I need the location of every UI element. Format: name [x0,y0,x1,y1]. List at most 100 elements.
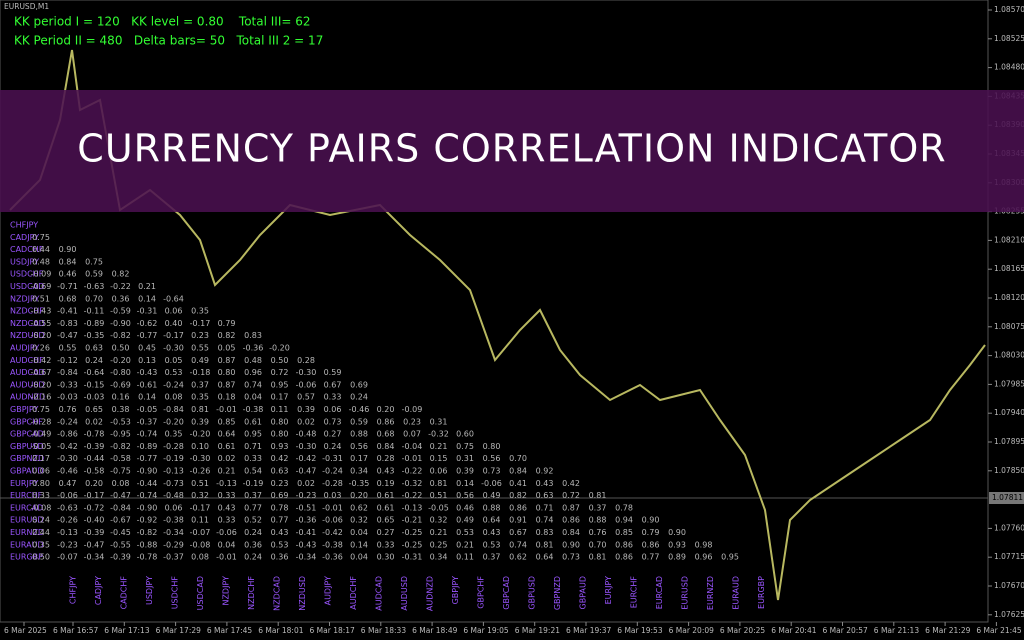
correlation-value: 0.90 [668,528,686,537]
correlation-value: -0.31 [322,454,343,463]
correlation-value: -0.25 [402,528,423,537]
correlation-value: -0.45 [110,528,131,537]
correlation-value: 0.78 [271,503,289,512]
correlation-value: -0.32 [428,430,449,439]
correlation-value: 0.81 [191,405,209,414]
correlation-value: 0.17 [350,454,368,463]
correlation-value: 0.39 [297,405,315,414]
correlation-value: -0.37 [137,417,158,426]
row-label: USDCHF [10,270,44,279]
correlation-value: -0.06 [322,516,343,525]
row-label: EURJPY [10,479,38,488]
plot-frame [0,0,989,623]
column-label: CHFJPY [69,576,78,604]
correlation-value: 0.13 [138,356,156,365]
correlation-value: -0.82 [110,331,131,340]
correlation-value: -0.72 [84,503,105,512]
correlation-value: 0.43 [271,528,289,537]
correlation-value: 0.65 [85,405,103,414]
correlation-value: 0.79 [642,528,660,537]
correlation-value: 0.24 [244,553,262,562]
correlation-value: 0.32 [191,491,209,500]
correlation-value: 0.67 [509,528,527,537]
correlation-value: 0.74 [244,380,262,389]
correlation-value: 0.86 [642,540,660,549]
time-label: 6 Mar 21:45 [976,626,1022,635]
correlation-value: 0.04 [244,393,262,402]
correlation-value: 0.63 [271,467,289,476]
correlation-value: 0.93 [668,540,686,549]
correlation-value: 0.53 [483,540,501,549]
correlation-value: -0.92 [137,516,158,525]
current-price: 1.07811 [992,493,1023,502]
correlation-value: 0.23 [403,417,421,426]
correlation-value: 0.51 [191,479,209,488]
correlation-value: 0.21 [218,467,236,476]
correlation-value: 0.95 [721,553,739,562]
correlation-value: -0.48 [163,491,184,500]
column-label: NZDCHF [247,576,256,610]
correlation-value: -0.39 [84,442,105,451]
correlation-value: -0.38 [163,516,184,525]
correlation-value: 0.71 [536,503,554,512]
correlation-value: 0.03 [324,491,342,500]
correlation-value: 0.14 [350,540,368,549]
correlation-value: -0.22 [110,282,131,291]
correlation-value: 0.06 [32,467,50,476]
correlation-value: 0.14 [138,393,156,402]
correlation-value: 0.51 [32,294,50,303]
correlation-value: 0.32 [430,516,448,525]
correlation-value: 0.90 [59,245,77,254]
correlation-value: 0.37 [589,503,607,512]
correlation-value: 0.23 [191,331,209,340]
correlation-value: 0.24 [324,442,342,451]
row-label: EURCAD [10,503,43,512]
correlation-value: 0.73 [483,467,501,476]
correlation-value: 0.48 [32,257,50,266]
time-label: 6 Mar 19:05 [463,626,509,635]
row-label: NZDCHF [10,307,44,316]
correlation-value: 0.51 [430,491,448,500]
correlation-value: 0.08 [165,393,183,402]
correlation-value: 0.70 [509,454,527,463]
correlation-value: 0.79 [218,319,236,328]
correlation-value: -0.89 [84,319,105,328]
time-label: 6 Mar 2025 [4,626,47,635]
row-label: USDCAD [10,282,44,291]
correlation-value: 0.23 [271,479,289,488]
correlation-value: -0.84 [163,405,184,414]
correlation-value: 0.34 [430,553,448,562]
correlation-value: -0.30 [296,368,317,377]
row-label: CHFJPY [10,221,38,230]
price-label: 1.07760 [994,523,1024,532]
correlation-value: 0.16 [112,393,130,402]
correlation-value: -0.35 [349,479,370,488]
correlation-value: -0.17 [84,491,105,500]
correlation-value: 0.43 [483,528,501,537]
column-label: NZDCAD [273,576,282,611]
correlation-value: -0.69 [31,282,52,291]
price-label: 1.07895 [994,437,1024,446]
row-label: CADCHF [10,245,44,254]
correlation-value: 0.63 [536,491,554,500]
axes: 1.085701.085251.084801.084351.083901.083… [4,5,1024,635]
correlation-value: 0.37 [244,491,262,500]
correlation-value: 0.17 [32,454,50,463]
correlation-value: 0.24 [244,528,262,537]
correlation-value: -0.58 [110,454,131,463]
correlation-value: 0.36 [271,553,289,562]
correlation-value: 0.49 [191,356,209,365]
correlation-value: 0.80 [218,368,236,377]
price-label: 1.07625 [994,610,1024,619]
correlation-value: 0.11 [456,553,474,562]
correlation-value: -0.39 [110,553,131,562]
correlation-value: 0.33 [218,491,236,500]
correlation-value: 0.33 [377,540,395,549]
correlation-value: -0.28 [322,479,343,488]
correlation-value: 0.05 [218,344,236,353]
price-label: 1.08570 [994,5,1024,14]
correlation-value: -0.47 [296,467,317,476]
price-label: 1.08165 [994,264,1024,273]
correlation-value: -0.13 [402,503,423,512]
correlation-value: -0.48 [296,430,317,439]
